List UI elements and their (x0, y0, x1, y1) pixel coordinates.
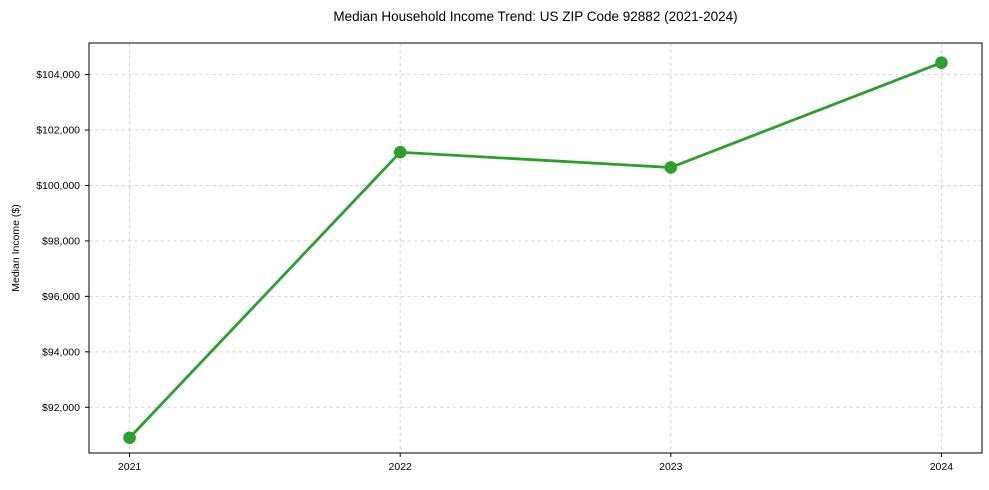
plot-border (88, 42, 983, 454)
data-point (123, 431, 136, 445)
y-tick-label: $96,000 (42, 291, 80, 303)
y-tick-label: $100,000 (36, 180, 80, 192)
chart-title: Median Household Income Trend: US ZIP Co… (333, 9, 738, 24)
y-tick-label: $104,000 (36, 69, 80, 81)
x-tick-label: 2023 (659, 461, 683, 473)
data-point (935, 56, 948, 69)
y-tick-label: $92,000 (42, 402, 80, 414)
trend-line (128, 61, 943, 440)
data-point (393, 145, 407, 159)
y-tick-label: $98,000 (42, 235, 80, 247)
x-tick-label: 2024 (930, 461, 954, 473)
data-point (664, 161, 678, 174)
y-tick-label: $94,000 (42, 346, 80, 358)
y-tick-label: $102,000 (36, 125, 80, 137)
x-tick-label: 2022 (389, 461, 413, 473)
x-tick-label: 2021 (118, 461, 142, 473)
